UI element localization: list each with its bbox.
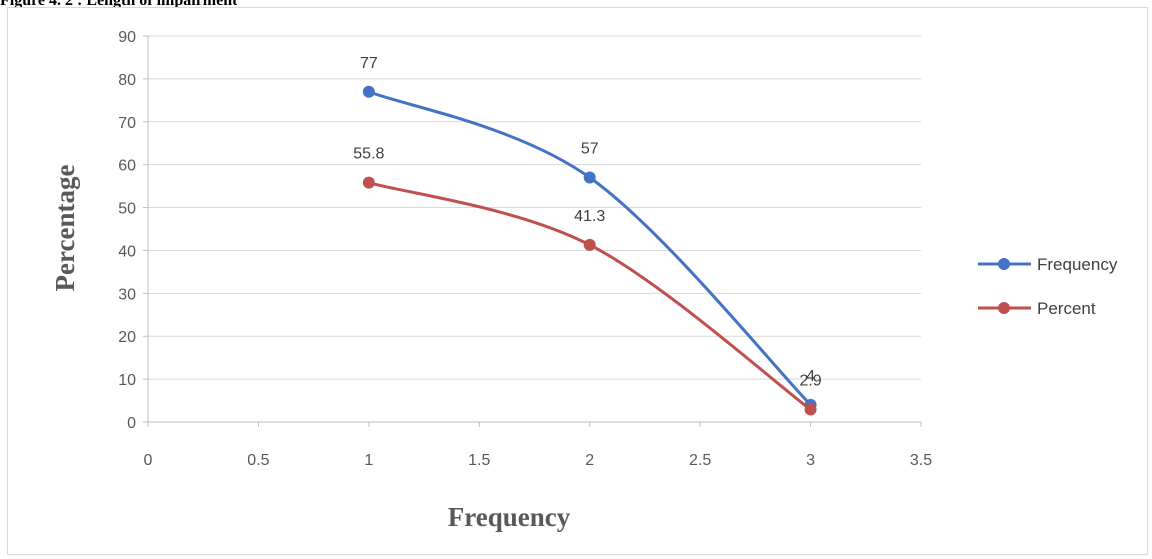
y-tick-label: 70: [118, 115, 136, 132]
legend-label-frequency: Frequency: [1037, 255, 1118, 274]
figure-caption: Figure 4. 2 : Length of impairment: [0, 0, 237, 8]
x-tick-label: 1.5: [468, 452, 490, 469]
data-label-frequency: 57: [581, 141, 599, 158]
y-tick-label: 50: [118, 201, 136, 218]
y-tick-label: 10: [118, 372, 136, 389]
legend-label-percent: Percent: [1037, 299, 1096, 318]
y-tick-label: 0: [127, 415, 136, 432]
data-point-frequency: [583, 171, 596, 184]
data-point-frequency: [362, 85, 375, 98]
data-label-frequency: 4: [806, 368, 815, 385]
y-tick-label: 60: [118, 158, 136, 175]
data-point-percent: [804, 403, 817, 416]
gridlines: [148, 35, 921, 380]
x-axis-title: Frequency: [448, 502, 571, 532]
data-label-percent: 2.9: [799, 373, 821, 390]
y-tick-label: 30: [118, 286, 136, 303]
plot-series: [362, 85, 817, 416]
y-tick-label: 80: [118, 72, 136, 89]
x-tick-label: 0.5: [247, 452, 269, 469]
legend-marker-percent: [998, 302, 1010, 314]
x-tick-label: 0: [144, 452, 153, 469]
data-labels: 77 57 4 55.8 41.3 2.9: [353, 55, 822, 390]
legend-marker-frequency: [998, 258, 1010, 270]
data-label-frequency: 77: [360, 55, 378, 72]
x-tick-label: 3: [806, 452, 815, 469]
x-tick-label: 1: [364, 452, 373, 469]
data-label-percent: 55.8: [353, 146, 384, 163]
x-tick-label: 2: [585, 452, 594, 469]
axes: 0 10 20 30 40 50 60 70 80 90 0 0.5 1 1.5 2 2.5 3 3.5: [118, 29, 932, 469]
legend: Frequency Percent: [978, 255, 1118, 318]
chart-area: [7, 7, 1148, 555]
y-tick-label: 40: [118, 243, 136, 260]
data-point-percent: [362, 176, 375, 189]
data-point-percent: [583, 238, 596, 251]
x-tick-label: 3.5: [910, 452, 932, 469]
y-tick-label: 20: [118, 329, 136, 346]
data-label-percent: 41.3: [574, 208, 605, 225]
y-tick-label: 90: [118, 29, 136, 46]
x-tick-label: 2.5: [689, 452, 711, 469]
y-axis-title: Percentage: [50, 165, 80, 292]
